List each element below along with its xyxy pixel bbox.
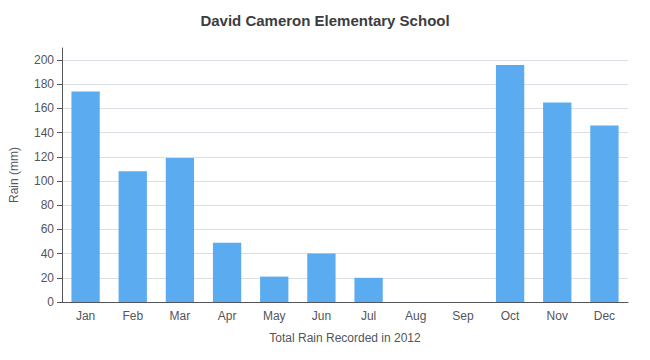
svg-text:140: 140 [34, 126, 54, 140]
svg-text:Dec: Dec [594, 309, 615, 323]
svg-text:120: 120 [34, 150, 54, 164]
svg-text:Jul: Jul [361, 309, 376, 323]
svg-text:Jun: Jun [312, 309, 331, 323]
svg-text:Aug: Aug [405, 309, 426, 323]
svg-text:Feb: Feb [122, 309, 143, 323]
svg-text:Mar: Mar [170, 309, 191, 323]
svg-text:Oct: Oct [501, 309, 520, 323]
svg-text:May: May [263, 309, 286, 323]
svg-text:Nov: Nov [547, 309, 568, 323]
svg-text:0: 0 [47, 295, 54, 309]
svg-text:Apr: Apr [218, 309, 237, 323]
svg-text:200: 200 [34, 53, 54, 67]
svg-text:60: 60 [41, 222, 55, 236]
svg-text:Sep: Sep [452, 309, 474, 323]
svg-text:40: 40 [41, 247, 55, 261]
svg-text:David Cameron Elementary Schoo: David Cameron Elementary School [200, 12, 449, 29]
svg-text:20: 20 [41, 271, 55, 285]
svg-text:80: 80 [41, 198, 55, 212]
svg-text:Rain (mm): Rain (mm) [7, 147, 21, 203]
svg-text:Jan: Jan [76, 309, 95, 323]
svg-text:180: 180 [34, 77, 54, 91]
svg-text:100: 100 [34, 174, 54, 188]
svg-text:160: 160 [34, 101, 54, 115]
svg-text:Total Rain Recorded in 2012: Total Rain Recorded in 2012 [269, 331, 421, 345]
